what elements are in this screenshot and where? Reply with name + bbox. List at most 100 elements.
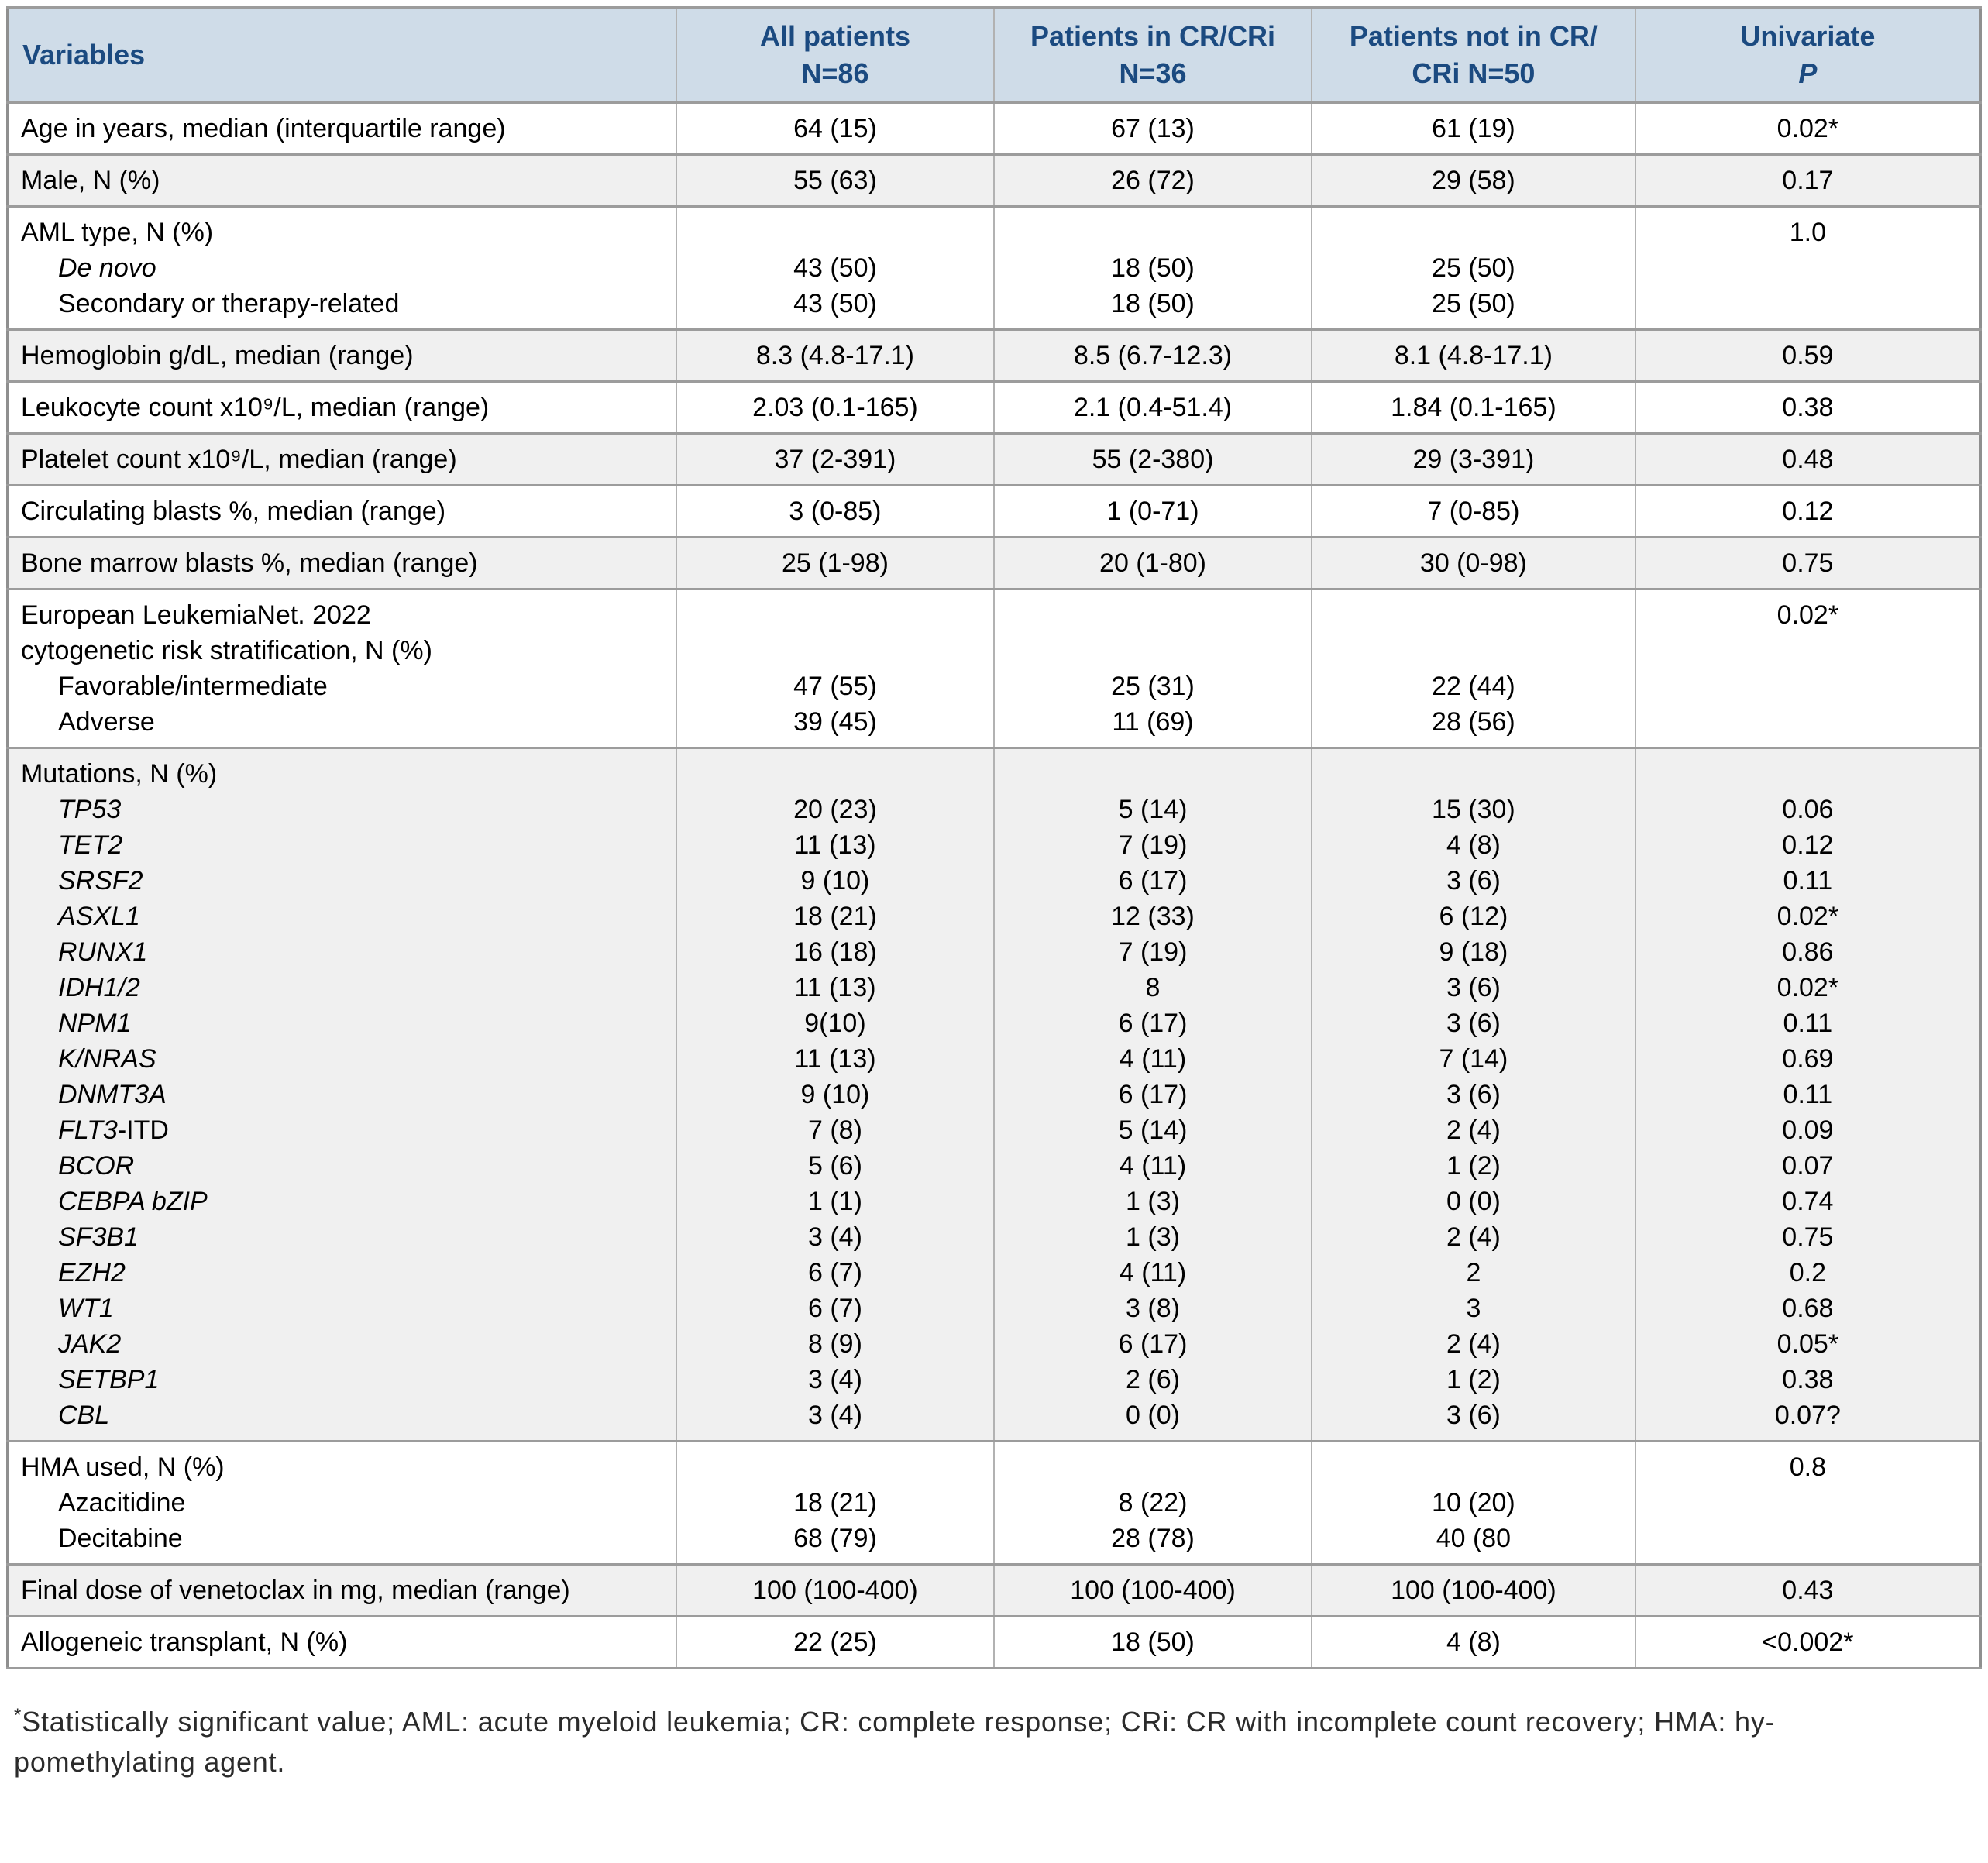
cell-line: [1647, 756, 1969, 792]
cell-line: 25 (50): [1432, 253, 1515, 283]
cell-line: 22 (44): [1432, 672, 1515, 701]
table-row: HMA used, N (%) Azacitidine Decitabine 18 …: [6, 1440, 1982, 1566]
cell-line: 6 (17): [1118, 1080, 1188, 1109]
cell-line: 2 (4): [1446, 1329, 1501, 1359]
cell-line: 43 (50): [793, 253, 877, 283]
value-cell: 29 (3-391): [1311, 432, 1636, 486]
row-label-cell: Male, N (%): [6, 153, 677, 208]
row-label-cell: HMA used, N (%) Azacitidine Decitabine: [6, 1440, 677, 1566]
value-cell: 29 (58): [1311, 153, 1636, 208]
value-cell: 25 (1-98): [675, 536, 995, 590]
cell-line: Decitabine: [58, 1524, 183, 1553]
table-row: Age in years, median (interquartile rang…: [6, 101, 1982, 156]
table-row: Final dose of venetoclax in mg, median (…: [6, 1563, 1982, 1617]
cell-line: [688, 215, 982, 250]
cell-line: Favorable/intermediate: [58, 672, 328, 701]
value-cell: 26 (72): [992, 153, 1313, 208]
value-cell: 0.38: [1634, 380, 1982, 435]
table-row: Circulating blasts %, median (range) 3 (0…: [6, 484, 1982, 538]
value-cell: 30 (0-98): [1311, 536, 1636, 590]
cell-line: [1323, 756, 1624, 792]
column-header-2: Patients in CR/CRi N=36: [992, 6, 1313, 104]
cell-line: [1323, 1449, 1624, 1485]
column-header-4: Univariate P: [1634, 6, 1982, 104]
value-cell: 100 (100-400): [992, 1563, 1313, 1617]
cell-line: [1647, 1485, 1969, 1521]
cell-line: 2.1 (0.4-51.4): [1073, 393, 1233, 422]
cell-line: 1 (3): [1126, 1187, 1180, 1216]
cell-line: 11 (13): [794, 1044, 876, 1074]
cell-line: 7 (19): [1118, 830, 1188, 860]
cell-line: 1.84 (0.1-165): [1391, 393, 1556, 422]
cell-line: 18 (50): [1111, 1628, 1195, 1657]
cell-line: JAK2: [58, 1329, 122, 1359]
value-cell: 1 (0-71): [992, 484, 1313, 538]
cell-line: 37 (2-391): [774, 445, 896, 474]
cell-line: [688, 1449, 982, 1485]
cell-line: 9 (10): [800, 866, 870, 895]
row-label-cell: Hemoglobin g/dL, median (range): [6, 328, 677, 383]
cell-line: 20 (23): [793, 795, 877, 824]
cell-line: IDH1/2: [58, 973, 140, 1002]
value-cell: 0.48: [1634, 432, 1982, 486]
cell-line: Allogeneic transplant, N (%): [21, 1628, 348, 1657]
cell-line: Secondary or therapy-related: [58, 289, 400, 318]
row-label-cell: Final dose of venetoclax in mg, median (…: [6, 1563, 677, 1617]
cell-line: 11 (13): [794, 830, 876, 860]
cell-line: 15 (30): [1432, 795, 1515, 824]
value-cell: 64 (15): [675, 101, 995, 156]
cell-line: RUNX1: [58, 937, 148, 967]
cell-line: 4 (11): [1119, 1258, 1187, 1287]
value-cell: 0.75: [1634, 536, 1982, 590]
footnote-text-2: pomethylating agent.: [14, 1746, 286, 1778]
cell-line: 2 (6): [1126, 1365, 1180, 1394]
value-cell: 22 (44) 28 (56): [1311, 588, 1636, 749]
cell-line: BCOR: [58, 1151, 135, 1181]
cell-line: [1323, 597, 1624, 633]
table-row: Hemoglobin g/dL, median (range) 8.3 (4.8-…: [6, 328, 1982, 383]
table-row: Platelet count x10⁹/L, median (range) 37 …: [6, 432, 1982, 486]
value-cell: 0.8: [1634, 1440, 1982, 1566]
cell-line: 8.5 (6.7-12.3): [1073, 341, 1233, 370]
cell-line: P: [1798, 57, 1818, 89]
cell-line: 28 (56): [1432, 707, 1515, 737]
cell-line: NPM1: [58, 1009, 132, 1038]
cell-line: 7 (0-85): [1427, 497, 1520, 526]
cell-line: De novo: [58, 253, 156, 283]
cell-line: 2 (4): [1446, 1115, 1501, 1145]
cell-line: Hemoglobin g/dL, median (range): [21, 341, 414, 370]
cell-line: 12 (33): [1111, 902, 1195, 931]
value-cell: 61 (19): [1311, 101, 1636, 156]
cell-line: 26 (72): [1111, 166, 1195, 195]
cell-line: [1323, 633, 1624, 669]
value-cell: 100 (100-400): [675, 1563, 995, 1617]
cell-line: 3 (6): [1446, 973, 1501, 1002]
cell-line: 8 (22): [1118, 1488, 1188, 1518]
cell-line: 39 (45): [793, 707, 877, 737]
cell-line: 5 (14): [1118, 1115, 1188, 1145]
cell-line: 0 (0): [1126, 1401, 1180, 1430]
cell-line: 29 (58): [1432, 166, 1515, 195]
value-cell: 2.1 (0.4-51.4): [992, 380, 1313, 435]
value-cell: <0.002*: [1634, 1615, 1982, 1669]
table-row: Allogeneic transplant, N (%) 22 (25) 18 (5…: [6, 1615, 1982, 1669]
cell-line: 3 (6): [1446, 1401, 1501, 1430]
cell-line: 6 (17): [1118, 1009, 1188, 1038]
cell-line: 8: [1145, 973, 1161, 1002]
value-cell: 0.02*: [1634, 101, 1982, 156]
cell-line: 25 (31): [1111, 672, 1195, 701]
cell-line: 55 (63): [793, 166, 877, 195]
cell-line: ASXL1: [58, 902, 140, 931]
cell-line: 0.02*: [1776, 973, 1839, 1002]
footnote: *Statistically significant value; AML: a…: [14, 1696, 1976, 1782]
cell-line: [688, 597, 982, 633]
value-cell: 8 (22) 28 (78): [992, 1440, 1313, 1566]
row-label-cell: Platelet count x10⁹/L, median (range): [6, 432, 677, 486]
cell-line: 30 (0-98): [1419, 548, 1527, 578]
cell-line: 0.2: [1789, 1258, 1826, 1287]
cell-line: All patients: [759, 20, 910, 52]
cell-line: 3 (6): [1446, 866, 1501, 895]
cell-line: 7 (19): [1118, 937, 1188, 967]
row-label-cell: Circulating blasts %, median (range): [6, 484, 677, 538]
cell-line: 29 (3-391): [1412, 445, 1535, 474]
